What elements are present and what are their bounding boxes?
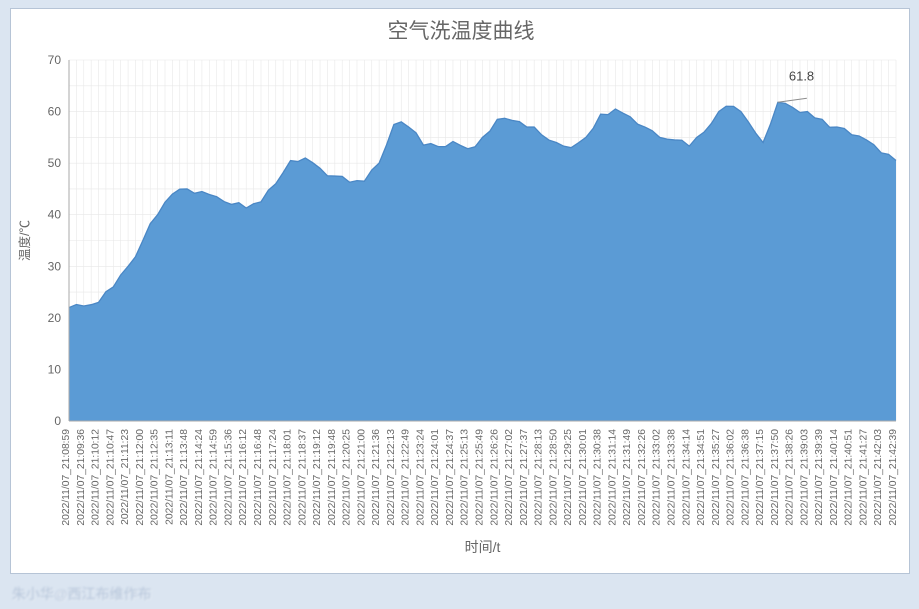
svg-text:2022/11/07_21:31:49: 2022/11/07_21:31:49 [622, 429, 633, 526]
svg-text:2022/11/07_21:19:48: 2022/11/07_21:19:48 [327, 429, 338, 526]
svg-text:30: 30 [48, 259, 62, 273]
svg-text:2022/11/07_21:13:48: 2022/11/07_21:13:48 [179, 429, 190, 526]
svg-text:2022/11/07_21:34:14: 2022/11/07_21:34:14 [681, 429, 692, 526]
svg-text:2022/11/07_21:20:25: 2022/11/07_21:20:25 [342, 429, 353, 526]
svg-text:2022/11/07_21:31:14: 2022/11/07_21:31:14 [607, 429, 618, 526]
svg-text:2022/11/07_21:23:24: 2022/11/07_21:23:24 [415, 429, 426, 526]
svg-text:2022/11/07_21:22:13: 2022/11/07_21:22:13 [386, 429, 397, 526]
svg-text:2022/11/07_21:41:27: 2022/11/07_21:41:27 [858, 429, 869, 526]
svg-text:2022/11/07_21:19:12: 2022/11/07_21:19:12 [312, 429, 323, 526]
svg-text:2022/11/07_21:28:13: 2022/11/07_21:28:13 [534, 429, 545, 526]
svg-text:2022/11/07_21:37:15: 2022/11/07_21:37:15 [755, 429, 766, 526]
svg-text:2022/11/07_21:30:38: 2022/11/07_21:30:38 [593, 429, 604, 526]
svg-text:2022/11/07_21:16:48: 2022/11/07_21:16:48 [253, 429, 264, 526]
svg-text:2022/11/07_21:11:23: 2022/11/07_21:11:23 [120, 429, 131, 525]
svg-text:时间/t: 时间/t [465, 539, 501, 555]
svg-text:40: 40 [48, 208, 62, 222]
svg-text:2022/11/07_21:16:12: 2022/11/07_21:16:12 [238, 429, 249, 526]
svg-text:2022/11/07_21:15:36: 2022/11/07_21:15:36 [223, 429, 234, 526]
svg-text:10: 10 [48, 362, 62, 376]
svg-text:2022/11/07_21:14:59: 2022/11/07_21:14:59 [209, 429, 220, 526]
svg-text:2022/11/07_21:18:01: 2022/11/07_21:18:01 [283, 429, 294, 526]
svg-text:2022/11/07_21:42:39: 2022/11/07_21:42:39 [888, 429, 899, 526]
svg-text:2022/11/07_21:38:26: 2022/11/07_21:38:26 [785, 429, 796, 526]
svg-text:2022/11/07_21:21:36: 2022/11/07_21:21:36 [371, 429, 382, 526]
svg-text:2022/11/07_21:24:37: 2022/11/07_21:24:37 [445, 429, 456, 526]
svg-text:2022/11/07_21:25:49: 2022/11/07_21:25:49 [475, 429, 486, 526]
svg-text:61.8: 61.8 [789, 68, 814, 83]
svg-text:温度/℃: 温度/℃ [17, 220, 32, 261]
svg-text:0: 0 [54, 414, 61, 428]
svg-text:2022/11/07_21:27:37: 2022/11/07_21:27:37 [519, 429, 530, 526]
svg-text:2022/11/07_21:40:51: 2022/11/07_21:40:51 [844, 429, 855, 526]
svg-text:2022/11/07_21:36:02: 2022/11/07_21:36:02 [726, 429, 737, 526]
svg-text:2022/11/07_21:33:38: 2022/11/07_21:33:38 [666, 429, 677, 526]
svg-text:2022/11/07_21:12:35: 2022/11/07_21:12:35 [150, 429, 161, 526]
svg-text:2022/11/07_21:26:26: 2022/11/07_21:26:26 [489, 429, 500, 526]
svg-text:60: 60 [48, 105, 62, 119]
svg-text:2022/11/07_21:13:11: 2022/11/07_21:13:11 [164, 429, 175, 525]
svg-text:2022/11/07_21:27:02: 2022/11/07_21:27:02 [504, 429, 515, 526]
svg-text:2022/11/07_21:14:24: 2022/11/07_21:14:24 [194, 429, 205, 526]
svg-text:2022/11/07_21:25:13: 2022/11/07_21:25:13 [460, 429, 471, 526]
svg-text:20: 20 [48, 311, 62, 325]
svg-text:2022/11/07_21:10:47: 2022/11/07_21:10:47 [105, 429, 116, 526]
svg-text:2022/11/07_21:17:24: 2022/11/07_21:17:24 [268, 429, 279, 526]
svg-text:2022/11/07_21:09:36: 2022/11/07_21:09:36 [76, 429, 87, 526]
svg-text:70: 70 [48, 53, 62, 67]
svg-text:2022/11/07_21:08:59: 2022/11/07_21:08:59 [61, 429, 72, 526]
svg-text:2022/11/07_21:18:37: 2022/11/07_21:18:37 [297, 429, 308, 526]
svg-text:2022/11/07_21:42:03: 2022/11/07_21:42:03 [873, 429, 884, 526]
svg-text:2022/11/07_21:32:26: 2022/11/07_21:32:26 [637, 429, 648, 526]
svg-text:2022/11/07_21:39:39: 2022/11/07_21:39:39 [814, 429, 825, 526]
svg-text:2022/11/07_21:22:49: 2022/11/07_21:22:49 [401, 429, 412, 526]
svg-text:2022/11/07_21:37:50: 2022/11/07_21:37:50 [770, 429, 781, 526]
svg-text:2022/11/07_21:36:38: 2022/11/07_21:36:38 [740, 429, 751, 526]
svg-text:2022/11/07_21:39:03: 2022/11/07_21:39:03 [799, 429, 810, 526]
svg-text:2022/11/07_21:34:51: 2022/11/07_21:34:51 [696, 429, 707, 526]
svg-text:2022/11/07_21:28:50: 2022/11/07_21:28:50 [548, 429, 559, 526]
svg-text:2022/11/07_21:33:02: 2022/11/07_21:33:02 [652, 429, 663, 526]
svg-text:2022/11/07_21:12:00: 2022/11/07_21:12:00 [135, 429, 146, 526]
svg-text:2022/11/07_21:29:25: 2022/11/07_21:29:25 [563, 429, 574, 526]
svg-text:2022/11/07_21:30:01: 2022/11/07_21:30:01 [578, 429, 589, 526]
svg-text:2022/11/07_21:24:01: 2022/11/07_21:24:01 [430, 429, 441, 526]
svg-text:2022/11/07_21:40:14: 2022/11/07_21:40:14 [829, 429, 840, 526]
svg-text:2022/11/07_21:21:00: 2022/11/07_21:21:00 [356, 429, 367, 526]
svg-text:2022/11/07_21:10:12: 2022/11/07_21:10:12 [91, 429, 102, 526]
svg-text:2022/11/07_21:35:27: 2022/11/07_21:35:27 [711, 429, 722, 526]
svg-text:50: 50 [48, 156, 62, 170]
